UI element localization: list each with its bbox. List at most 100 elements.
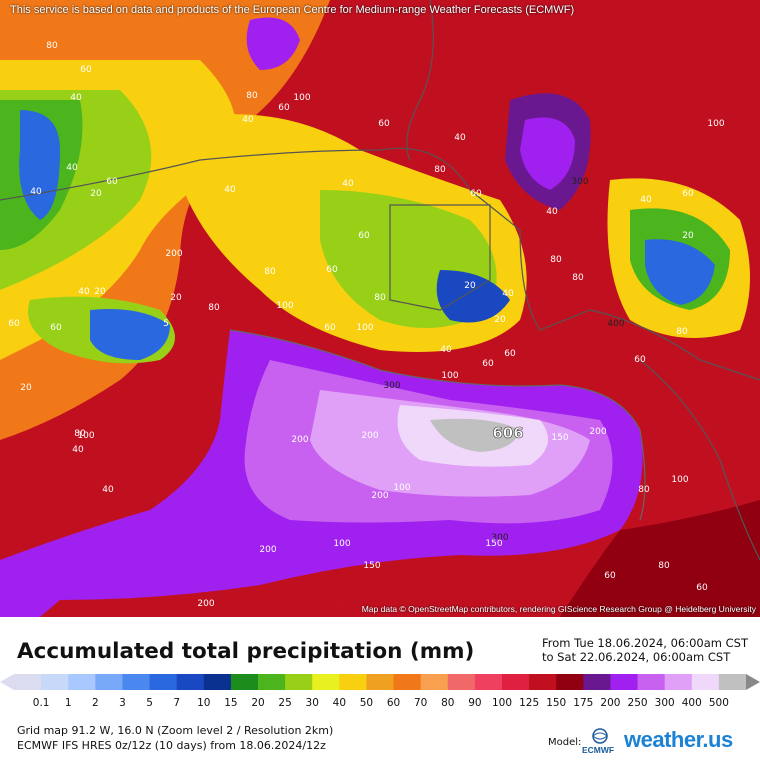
model-label: Model: (548, 737, 582, 748)
contour-label: 150 (363, 561, 380, 571)
scale-tick-label: 15 (224, 697, 238, 709)
scale-tick-label: 50 (359, 697, 374, 709)
scale-tick-label: 500 (708, 697, 729, 709)
scale-tick-label: 2 (91, 697, 99, 709)
contour-label: 80 (658, 561, 670, 571)
contour-label: 200 (165, 249, 182, 259)
contour-label: 60 (682, 189, 694, 199)
contour-label: 300 (491, 533, 508, 543)
contour-label: 200 (197, 599, 214, 609)
ecmwf-logo[interactable]: ECMWF (582, 727, 618, 755)
contour-label: 80 (46, 41, 58, 51)
contour-label: 40 (342, 179, 354, 189)
contour-label: 60 (106, 177, 118, 187)
scale-cell (583, 674, 611, 690)
contour-label: 40 (546, 207, 558, 217)
scale-cell (420, 674, 449, 690)
contour-label: 40 (78, 287, 90, 297)
contour-label: 400 (607, 319, 624, 329)
scale-cell (474, 674, 503, 690)
scale-tick-label: 0.1 (32, 697, 50, 709)
scale-cell (14, 674, 42, 690)
contour-label: 80 (638, 485, 650, 495)
contour-label: 60 (8, 319, 20, 329)
contour-label: 200 (371, 491, 388, 501)
contour-label: 100 (441, 371, 458, 381)
scale-cell (637, 674, 666, 690)
contour-label: 20 (494, 315, 506, 325)
scale-cell (95, 674, 123, 690)
ecmwf-disclaimer: This service is based on data and produc… (10, 4, 575, 16)
scale-cell (393, 674, 422, 690)
scale-cell (41, 674, 69, 690)
contour-label: 60 (696, 583, 708, 593)
scale-tick-label: 150 (546, 697, 567, 709)
contour-label: 60 (358, 231, 370, 241)
model-info: ECMWF IFS HRES 0z/12z (10 days) from 18.… (17, 739, 326, 752)
map-info: Grid map 91.2 W, 16.0 N (Zoom level 2 / … (17, 723, 333, 753)
contour-label: 40 (66, 163, 78, 173)
scale-cell (230, 674, 259, 690)
contour-label: 300 (383, 381, 400, 391)
scale-tick-label: 200 (600, 697, 621, 709)
contour-label: 60 (50, 323, 62, 333)
legend-title: Accumulated total precipitation (mm) (17, 639, 475, 664)
scale-cell (312, 674, 340, 690)
scale-tick-label: 7 (173, 697, 180, 709)
scale-tick-label: 60 (386, 697, 401, 709)
contour-label: 100 (707, 119, 724, 129)
contour-label: 60 (482, 359, 494, 369)
scale-tick-label: 125 (519, 697, 540, 709)
contour-label: 100 (293, 93, 310, 103)
scale-tick-label: 70 (413, 697, 428, 709)
contour-label: 60 (324, 323, 336, 333)
period-from: From Tue 18.06.2024, 06:00am CST (541, 636, 748, 650)
border-line (389, 204, 491, 311)
contour-label: 60 (604, 571, 616, 581)
contour-label: 100 (671, 475, 688, 485)
contour-label: 80 (208, 303, 220, 313)
contour-label: 150 (485, 539, 502, 549)
scale-tick-label: 40 (332, 697, 347, 709)
contour-label: 5 (163, 319, 169, 329)
contour-label: 80 (434, 165, 446, 175)
contour-label: 60 (326, 265, 338, 275)
scale-tick-label: 90 (468, 697, 482, 709)
precipitation-map[interactable]: 80 60 40 40 40 20 40 60 40 60 80 100 60 40 60 80 40 60 60 8… (0, 0, 760, 617)
precip-zone-darkred-se (560, 500, 760, 617)
contour-label: 100 (276, 301, 293, 311)
contour-label: 100 (356, 323, 373, 333)
scale-cell (68, 674, 96, 690)
scale-cell (203, 674, 232, 690)
scale-arrow-left (0, 674, 14, 690)
scale-cell (691, 674, 720, 690)
contour-label: 200 (291, 435, 308, 445)
scale-tick-label: 30 (305, 697, 319, 709)
contour-label: 60 (378, 119, 390, 129)
contour-label: 100 (333, 539, 350, 549)
contour-label: 300 (571, 177, 588, 187)
scale-tick-label: 100 (491, 697, 513, 709)
precip-zone-blue-central (436, 270, 510, 323)
weather-us-logo[interactable]: weather.us (624, 727, 733, 752)
scale-cell (149, 674, 178, 690)
contour-label: 80 (246, 91, 258, 101)
contour-label: 150 (551, 433, 568, 443)
scale-cell (502, 674, 530, 690)
contour-label: 60 (504, 349, 516, 359)
contour-label: 60 (278, 103, 290, 113)
max-value-label: 606 (492, 424, 523, 442)
contour-label: 80 (572, 273, 584, 283)
contour-label: 200 (361, 431, 378, 441)
precip-zone-max-south (430, 418, 520, 452)
precip-zone-violet-top (246, 17, 300, 70)
scale-tick-label: 175 (573, 697, 594, 709)
ecmwf-logo-text: ECMWF (582, 745, 615, 755)
contour-label: 40 (640, 195, 652, 205)
contour-label: 40 (242, 115, 254, 125)
scale-tick-label: 80 (441, 697, 455, 709)
contour-label: 40 (440, 345, 452, 355)
precip-zone-violet-north (520, 117, 575, 190)
